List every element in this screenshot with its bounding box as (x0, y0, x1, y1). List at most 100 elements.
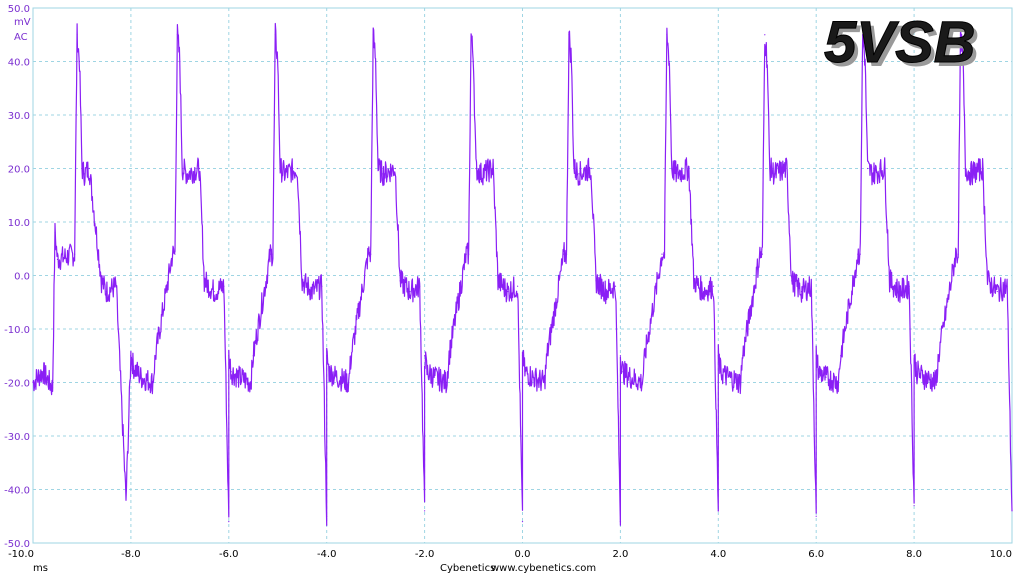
trace-point (105, 290, 108, 293)
footer-brand: Cybenetics (440, 563, 495, 574)
trace-point (130, 355, 132, 357)
trace-point (140, 376, 142, 378)
trace-point (51, 387, 54, 389)
trace-point (470, 34, 472, 36)
x-tick-label: 2.0 (612, 549, 628, 560)
trace-point (480, 173, 482, 175)
x-tick-label: -8.0 (121, 549, 141, 560)
trace-point (908, 285, 910, 287)
trace-point (960, 34, 962, 36)
trace-point (115, 285, 117, 287)
trace-point (915, 371, 918, 373)
trace-point (693, 280, 695, 282)
trace-point (661, 253, 663, 255)
x-tick-label: 4.0 (710, 549, 726, 560)
y-tick-label: -30.0 (4, 432, 30, 443)
trace-point (223, 285, 225, 287)
trace-point (969, 173, 971, 175)
trace-point (578, 173, 580, 175)
trace-point (622, 371, 624, 373)
trace-point (335, 376, 338, 378)
trace-point (375, 60, 377, 63)
trace-point (619, 521, 622, 523)
trace-point (666, 34, 668, 36)
trace-point (56, 258, 59, 261)
trace-point (213, 290, 215, 293)
y-tick-label: 0.0 (14, 272, 30, 283)
trace-point (446, 381, 448, 384)
trace-point (866, 167, 869, 170)
trace-point (840, 355, 842, 357)
trace-point (507, 290, 509, 293)
y-tick-label: 50.0 (8, 4, 30, 15)
trace-point (531, 376, 533, 378)
trace-point (923, 376, 925, 378)
trace-point (475, 167, 477, 170)
y-tick-label: 20.0 (8, 165, 30, 176)
trace-point (688, 167, 690, 170)
trace-point (377, 167, 379, 170)
trace-point (277, 60, 279, 63)
trace-point (864, 60, 866, 63)
trace-point (837, 381, 839, 384)
trace-point (871, 173, 874, 175)
trace-point (74, 253, 76, 255)
trace-point (203, 280, 205, 282)
trace-point (913, 355, 915, 357)
x-tick-label: -10.0 (8, 549, 34, 560)
trace-point (274, 34, 276, 36)
trace-point (54, 232, 56, 234)
trace-point (492, 167, 494, 170)
trace-point (717, 355, 719, 357)
trace-point (372, 34, 374, 36)
trace-point (521, 355, 524, 357)
y-tick-label: -50.0 (4, 539, 30, 550)
x-tick-label: 10.0 (990, 549, 1012, 560)
plot-frame (32, 7, 1013, 544)
trace-point (132, 365, 134, 368)
trace-point (326, 515, 328, 517)
trace-point (424, 510, 426, 512)
trace-point (546, 355, 548, 357)
trace-point (237, 376, 240, 378)
trace-point (815, 355, 817, 357)
trace-point (81, 167, 83, 170)
trace-point (228, 521, 230, 523)
trace-point (517, 285, 519, 287)
trace-point (644, 355, 646, 357)
trace-point (742, 355, 744, 357)
trace-point (524, 371, 526, 373)
trace-point (543, 381, 546, 384)
trace-point (810, 285, 812, 287)
trace-point (712, 285, 715, 287)
trace-point (568, 34, 570, 36)
trace-point (739, 381, 741, 384)
trace-point (668, 60, 670, 63)
trace-point (448, 355, 450, 357)
trace-point (465, 253, 467, 255)
trace-point (641, 381, 644, 384)
trace-point (889, 280, 891, 282)
trace-point (663, 253, 666, 255)
trace-point (614, 285, 617, 287)
x-tick-label: -6.0 (219, 549, 239, 560)
trace-point (996, 290, 998, 293)
trace-point (727, 376, 729, 378)
trace-point (497, 280, 499, 282)
trace-point (671, 167, 673, 170)
trace-point (935, 381, 937, 384)
trace-point (433, 376, 435, 378)
trace-point (174, 253, 176, 255)
trace-point (818, 371, 820, 373)
y-tick-label: 10.0 (8, 218, 30, 229)
y-tick-label: -20.0 (4, 379, 30, 390)
trace-point (171, 253, 174, 255)
trace-point (472, 60, 475, 63)
trace-point (761, 253, 763, 255)
trace-point (88, 167, 90, 170)
trace-point (228, 355, 230, 357)
trace-point (676, 173, 678, 175)
trace-point (982, 167, 984, 170)
trace-point (986, 280, 989, 282)
